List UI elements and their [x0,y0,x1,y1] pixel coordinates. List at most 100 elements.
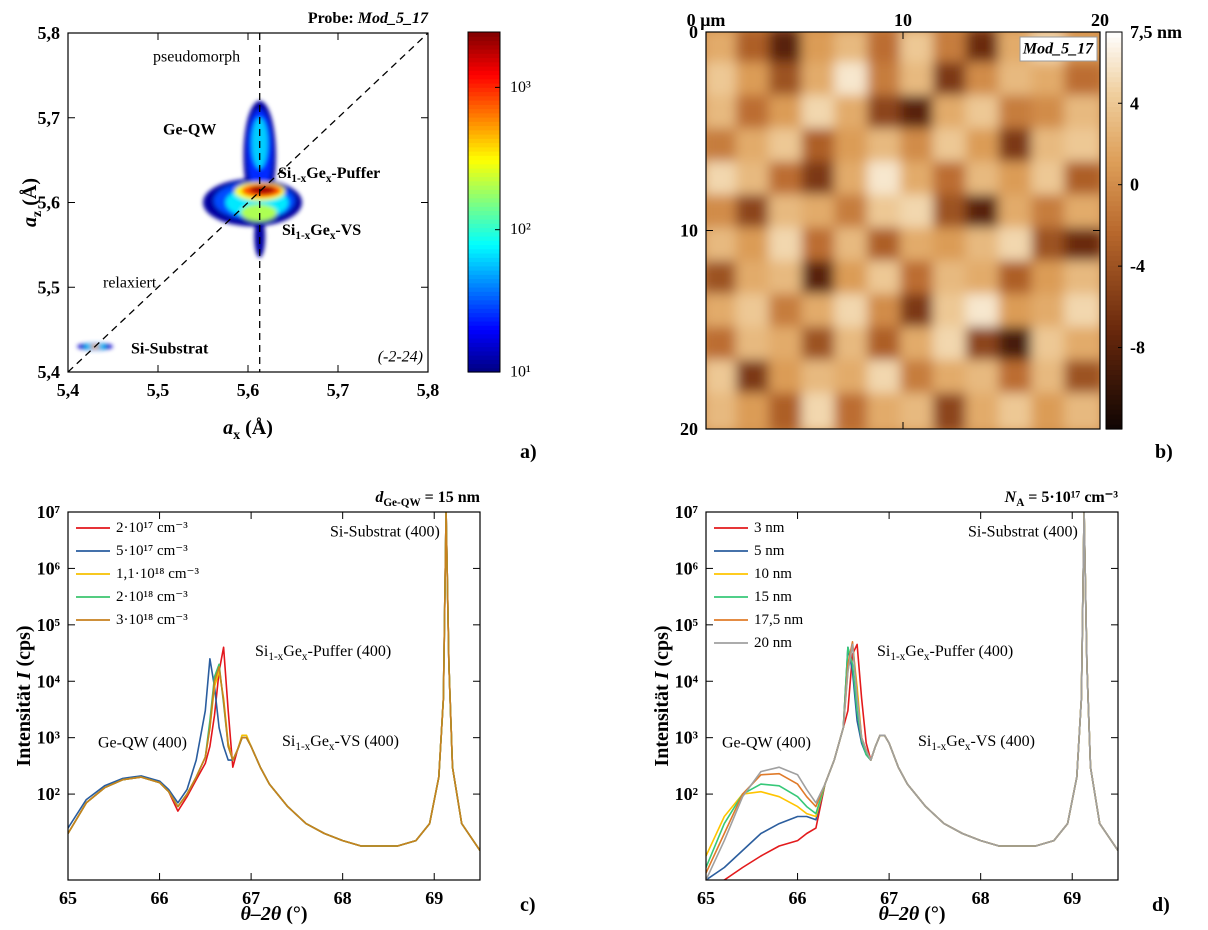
height-cell [801,194,841,234]
text-part: -VS [335,222,361,239]
text-part: (Å) [240,416,273,439]
colorbar-step [468,316,500,322]
colorbar-step [1106,240,1122,246]
y-tick-label: 5,4 [38,362,61,382]
height-cell [932,227,972,267]
x-tick-label: 5,7 [327,380,350,400]
colorbar-step [468,236,500,241]
chart-title: dGe-QW = 15 nm [375,489,480,510]
height-cell [834,359,874,399]
text-part: (Å) [18,178,41,211]
height-cell [932,392,972,429]
text-part: (cps) [651,625,673,671]
colorbar-step [1106,270,1122,276]
height-cell [965,161,1005,201]
height-cell [867,128,906,168]
height-cell [768,32,808,69]
colorbar-step [1106,354,1122,361]
colorbar-step [1106,170,1122,177]
height-cell [965,293,1005,333]
colorbar-step [468,197,500,203]
colorbar-step [468,270,500,275]
colorbar-step [468,308,500,314]
colorbar-step [468,121,500,127]
height-cell [900,326,939,366]
annotation: relaxiert [103,275,157,292]
chart-title: NA = 5·10¹⁷ cm⁻³ [1004,489,1119,510]
height-cell [900,128,939,168]
legend-label: 15 nm [754,589,792,605]
height-cell [867,293,906,333]
colorbar-frame [467,31,501,373]
colorbar-step [468,87,500,93]
height-cell [867,359,906,399]
height-cell [735,128,775,168]
height-cell [1064,326,1100,366]
y-tick-label: 10⁵ [675,615,699,635]
colorbar-step [468,172,500,178]
colorbar-step [1106,329,1122,336]
series-layer [68,512,480,851]
colorbar-step [1106,161,1122,167]
colorbar-step [1106,255,1122,261]
height-cell [801,95,841,135]
height-cell [867,326,906,366]
height-cell [801,326,841,366]
text-part: (°) [281,903,307,925]
colorbar-step [468,146,500,152]
text-part: = 5·10¹⁷ cm⁻³ [1024,489,1118,506]
height-cell [965,227,1005,267]
height-cell [801,293,841,333]
colorbar-step [1106,51,1122,58]
y-tick-label: 10³ [675,728,699,748]
text-part: I [13,670,35,680]
text-part: -VS (400) [335,733,399,750]
colorbar-step [1106,304,1122,311]
height-cell [801,260,841,300]
colorbar-step [468,333,500,339]
colorbar-step [1106,215,1122,222]
height-cell [867,62,906,102]
colorbar-step [468,363,500,369]
height-cell [998,62,1038,102]
colorbar-step [1106,250,1122,256]
colorbar-step [1106,344,1122,351]
height-cell [768,95,808,135]
height-cell [998,128,1038,168]
colorbar-step [1106,56,1122,63]
colorbar-step [468,112,500,118]
x-tick-label: 65 [697,888,715,908]
height-cell [998,227,1038,267]
colorbar-step [468,53,500,59]
x-tick-label: 67 [880,888,898,908]
height-cell [932,359,972,399]
text-part: -Puffer (400) [308,643,392,660]
colorbar-step [468,168,500,173]
colorbar-step [468,231,500,237]
text-part: (°) [919,903,945,925]
height-cell [834,128,874,168]
colorbar-step [1106,91,1122,98]
annotation: pseudomorph [153,49,240,66]
height-cell [900,260,939,300]
y-tick-label: 10² [675,784,698,804]
annotation: Si1-xGex-VS (400) [918,733,1035,754]
text-part: x [330,230,336,242]
height-cell [1031,392,1071,429]
colorbar-step [1106,61,1122,68]
text-part: a [223,417,233,439]
colorbar-step [468,346,500,352]
legend-label: 1,1·10¹⁸ cm⁻³ [116,566,199,582]
height-cell [834,161,874,201]
panel-label: b) [1155,441,1173,463]
height-cell [834,194,874,234]
height-cell [768,227,808,267]
title-box [1019,36,1098,62]
x-tick-label: 68 [334,888,352,908]
height-cell [900,32,939,69]
text-part: Ge [306,165,326,182]
height-cell [801,128,841,168]
colorbar-step [468,299,500,305]
plot-frame [67,511,481,881]
colorbar-step [468,355,500,360]
